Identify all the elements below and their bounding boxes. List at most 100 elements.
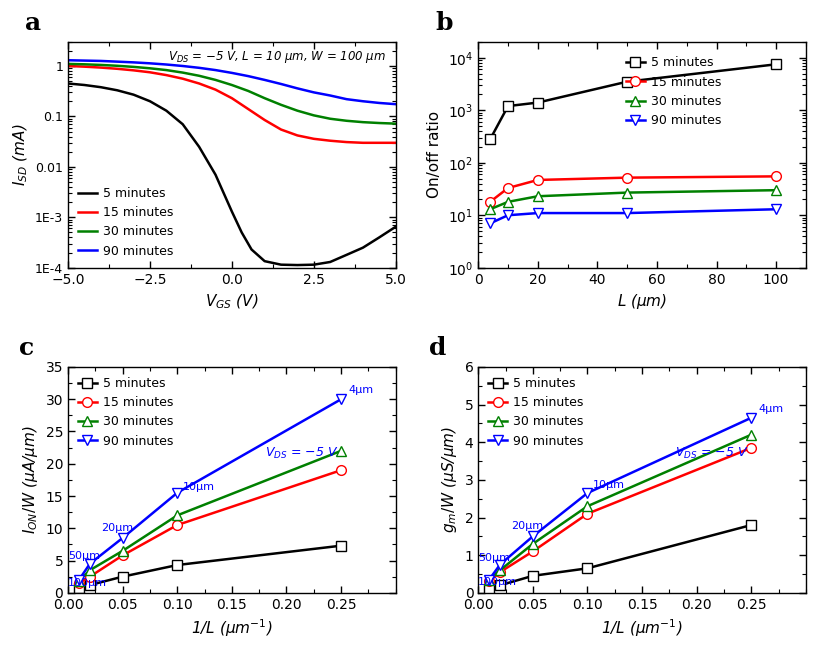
Legend: 5 minutes, 15 minutes, 30 minutes, 90 minutes: 5 minutes, 15 minutes, 30 minutes, 90 mi… (484, 373, 587, 452)
90 minutes (309, 88, 319, 96)
90 minutes (85, 560, 95, 567)
Text: a: a (25, 11, 42, 35)
Text: $V_{DS}$ = −5 V: $V_{DS}$ = −5 V (265, 447, 338, 461)
Line: 5 minutes: 5 minutes (484, 520, 757, 594)
5 minutes (129, 91, 139, 99)
30 minutes (485, 205, 495, 213)
5 minutes (227, 207, 237, 215)
90 minutes (485, 220, 495, 228)
15 minutes (194, 79, 204, 87)
90 minutes (96, 57, 105, 65)
15 minutes (172, 521, 182, 529)
90 minutes (484, 576, 494, 584)
5 minutes (260, 257, 270, 265)
90 minutes (79, 57, 89, 64)
30 minutes (747, 431, 757, 439)
Legend: 5 minutes, 15 minutes, 30 minutes, 90 minutes: 5 minutes, 15 minutes, 30 minutes, 90 mi… (74, 373, 177, 452)
30 minutes (85, 566, 95, 574)
Line: 90 minutes: 90 minutes (74, 395, 346, 585)
15 minutes (358, 139, 368, 147)
15 minutes (129, 66, 139, 74)
30 minutes (325, 115, 335, 123)
90 minutes (129, 58, 139, 66)
X-axis label: 1/$L$ (μm$^{-1}$): 1/$L$ (μm$^{-1}$) (191, 618, 273, 639)
30 minutes (336, 447, 346, 455)
30 minutes (358, 118, 368, 126)
90 minutes (583, 489, 592, 497)
90 minutes (260, 76, 270, 84)
5 minutes (336, 542, 346, 550)
Text: 10μm: 10μm (593, 480, 625, 490)
15 minutes (63, 62, 73, 70)
15 minutes (112, 65, 122, 73)
90 minutes (747, 414, 757, 422)
5 minutes (495, 581, 505, 589)
90 minutes (342, 96, 351, 103)
30 minutes (583, 502, 592, 510)
5 minutes (292, 261, 302, 269)
90 minutes (172, 489, 182, 497)
15 minutes (484, 578, 494, 586)
5 minutes (342, 251, 351, 259)
30 minutes (118, 547, 127, 554)
5 minutes (747, 521, 757, 529)
5 minutes (118, 573, 127, 580)
90 minutes (391, 100, 400, 108)
Line: 5 minutes: 5 minutes (485, 59, 781, 144)
Line: 15 minutes: 15 minutes (74, 465, 346, 588)
30 minutes (194, 72, 204, 80)
Text: 50μm: 50μm (478, 552, 511, 563)
Text: 4μm: 4μm (349, 385, 374, 395)
Text: 20μm: 20μm (511, 521, 543, 531)
5 minutes (178, 120, 188, 128)
5 minutes (194, 143, 204, 151)
30 minutes (178, 69, 188, 77)
15 minutes (374, 139, 384, 147)
90 minutes (74, 576, 84, 584)
Line: 30 minutes: 30 minutes (484, 430, 757, 584)
15 minutes (118, 551, 127, 559)
15 minutes (162, 72, 172, 79)
5 minutes (623, 78, 632, 86)
Text: b: b (435, 11, 453, 35)
90 minutes (63, 57, 73, 64)
Line: 15 minutes: 15 minutes (484, 443, 757, 586)
15 minutes (292, 131, 302, 139)
15 minutes (391, 139, 400, 147)
5 minutes (309, 261, 319, 268)
5 minutes (211, 171, 221, 179)
Text: 10μm: 10μm (183, 482, 215, 491)
5 minutes (172, 561, 182, 569)
Line: 15 minutes: 15 minutes (68, 66, 395, 143)
Line: 15 minutes: 15 minutes (485, 172, 781, 207)
Line: 30 minutes: 30 minutes (74, 446, 346, 586)
15 minutes (96, 64, 105, 72)
5 minutes (484, 585, 494, 593)
15 minutes (747, 444, 757, 452)
30 minutes (74, 577, 84, 585)
30 minutes (227, 81, 237, 89)
15 minutes (528, 547, 538, 555)
Legend: 5 minutes, 15 minutes, 30 minutes, 90 minutes: 5 minutes, 15 minutes, 30 minutes, 90 mi… (74, 183, 177, 261)
90 minutes (118, 534, 127, 542)
30 minutes (79, 60, 89, 68)
30 minutes (63, 60, 73, 68)
15 minutes (211, 86, 221, 94)
Line: 90 minutes: 90 minutes (484, 413, 757, 584)
5 minutes (276, 261, 286, 268)
5 minutes (771, 60, 781, 68)
5 minutes (325, 258, 335, 266)
15 minutes (74, 579, 84, 587)
90 minutes (771, 205, 781, 213)
30 minutes (96, 61, 105, 69)
5 minutes (391, 223, 400, 231)
5 minutes (247, 246, 257, 254)
90 minutes (276, 80, 286, 88)
30 minutes (260, 94, 270, 102)
5 minutes (374, 233, 384, 241)
30 minutes (623, 188, 632, 196)
Text: 4μm: 4μm (759, 404, 784, 414)
5 minutes (583, 564, 592, 572)
Text: 20μm: 20μm (100, 523, 133, 534)
5 minutes (358, 244, 368, 252)
